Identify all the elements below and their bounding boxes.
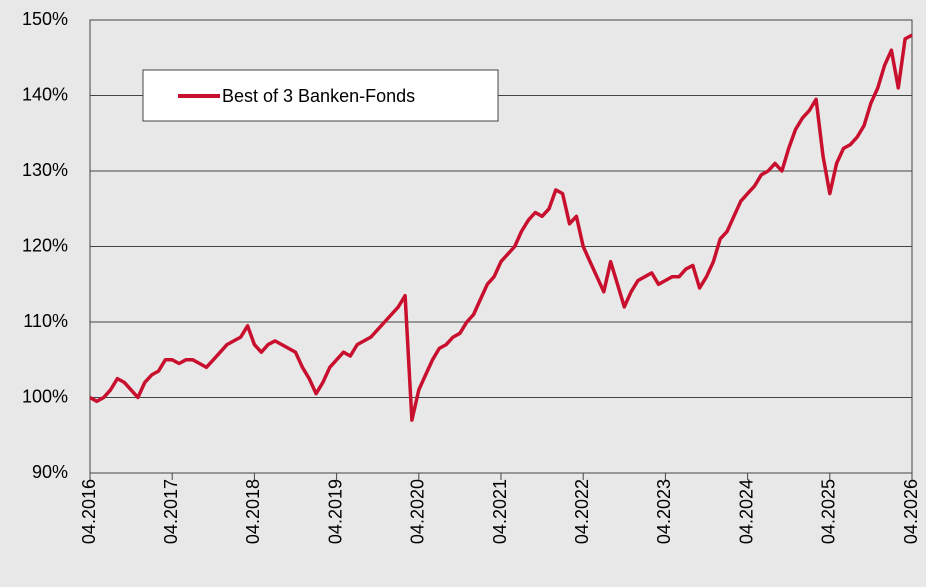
series-line xyxy=(89,33,913,422)
legend-label: Best of 3 Banken-Fonds xyxy=(222,86,415,106)
y-tick-label: 150% xyxy=(22,9,68,29)
x-tick-label: 04.2021 xyxy=(490,479,510,544)
x-tick-label: 04.2026 xyxy=(901,479,921,544)
x-tick-label: 04.2017 xyxy=(161,479,181,544)
y-tick-label: 100% xyxy=(22,386,68,406)
x-tick-label: 04.2025 xyxy=(819,479,839,544)
y-tick-label: 120% xyxy=(22,235,68,255)
x-tick-label: 04.2023 xyxy=(654,479,674,544)
x-tick-label: 04.2022 xyxy=(572,479,592,544)
x-tick-label: 04.2020 xyxy=(408,479,428,544)
x-tick-label: 04.2024 xyxy=(736,479,756,544)
y-tick-label: 110% xyxy=(23,311,68,331)
x-tick-label: 04.2018 xyxy=(243,479,263,544)
y-tick-label: 130% xyxy=(22,160,68,180)
x-tick-label: 04.2016 xyxy=(79,479,99,544)
y-tick-label: 140% xyxy=(22,84,68,104)
x-tick-label: 04.2019 xyxy=(325,479,345,544)
y-tick-label: 90% xyxy=(32,462,68,482)
